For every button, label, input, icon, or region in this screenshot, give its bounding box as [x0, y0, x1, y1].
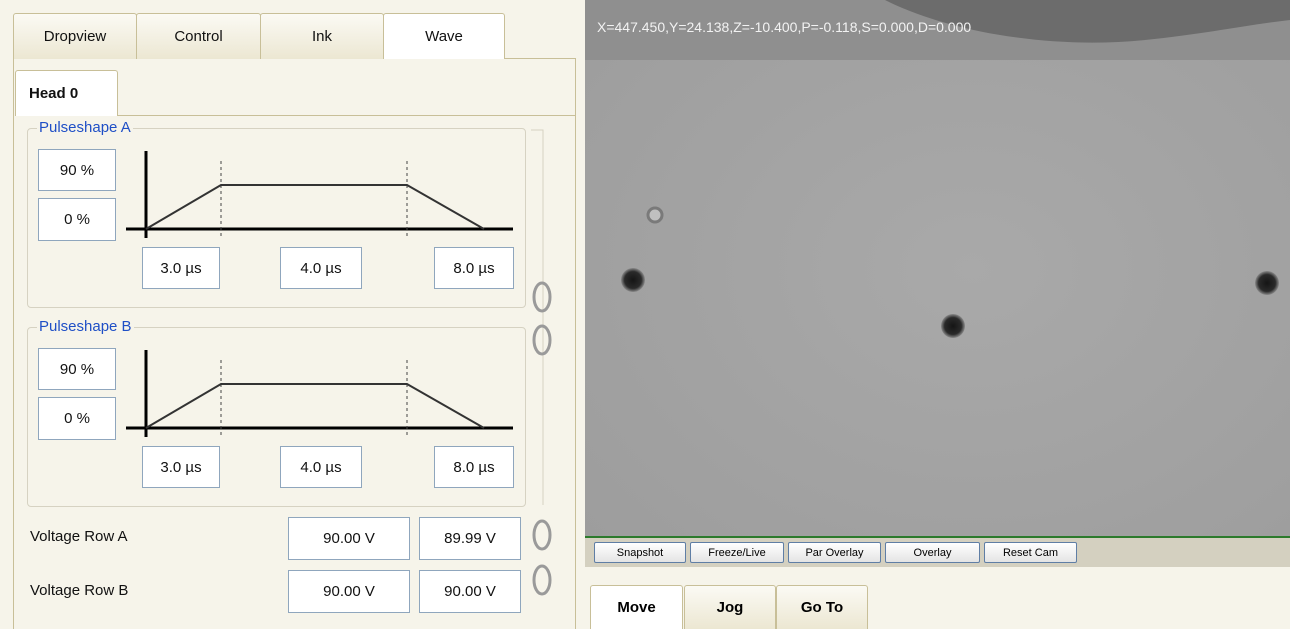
time-input[interactable]: 8.0 µs	[434, 446, 514, 488]
camera-button[interactable]: Freeze/Live	[690, 542, 784, 563]
time-input[interactable]: 4.0 µs	[280, 446, 362, 488]
pulseshape-group: Pulseshape B 90 % 0 % 3.0 µs 4.0 µs 8.0 …	[27, 327, 526, 507]
tab[interactable]: Wave	[383, 13, 505, 59]
time-input[interactable]: 8.0 µs	[434, 247, 514, 289]
camera-button[interactable]: Par Overlay	[788, 542, 881, 563]
voltage-readout: 89.99 V	[419, 517, 521, 560]
time-input[interactable]: 3.0 µs	[142, 446, 220, 488]
voltage-readout: 90.00 V	[419, 570, 521, 613]
tab[interactable]: Jog	[684, 585, 776, 629]
voltage-input[interactable]: 90.00 V	[288, 570, 410, 613]
pulseshape-group: Pulseshape A 90 % 0 % 3.0 µs 4.0 µs 8.0 …	[27, 128, 526, 308]
tab[interactable]: Control	[136, 13, 261, 59]
voltage-label: Voltage Row B	[30, 582, 128, 599]
camera-view	[585, 0, 1290, 538]
tab[interactable]: Dropview	[13, 13, 137, 59]
time-input[interactable]: 4.0 µs	[280, 247, 362, 289]
camera-button[interactable]: Overlay	[885, 542, 980, 563]
voltage-label: Voltage Row A	[30, 528, 128, 545]
link-icons	[525, 125, 555, 620]
tab[interactable]: Ink	[260, 13, 384, 59]
tab[interactable]: Move	[590, 585, 683, 629]
camera-button[interactable]: Reset Cam	[984, 542, 1077, 563]
position-readout: X=447.450,Y=24.138,Z=-10.400,P=-0.118,S=…	[597, 19, 971, 35]
camera-button[interactable]: Snapshot	[594, 542, 686, 563]
time-input[interactable]: 3.0 µs	[142, 247, 220, 289]
tab[interactable]: Go To	[776, 585, 868, 629]
screen: Dropview Control Ink Wave Head 0 Pulsesh…	[0, 0, 1290, 629]
head-tab[interactable]: Head 0	[15, 70, 118, 116]
voltage-input[interactable]: 90.00 V	[288, 517, 410, 560]
